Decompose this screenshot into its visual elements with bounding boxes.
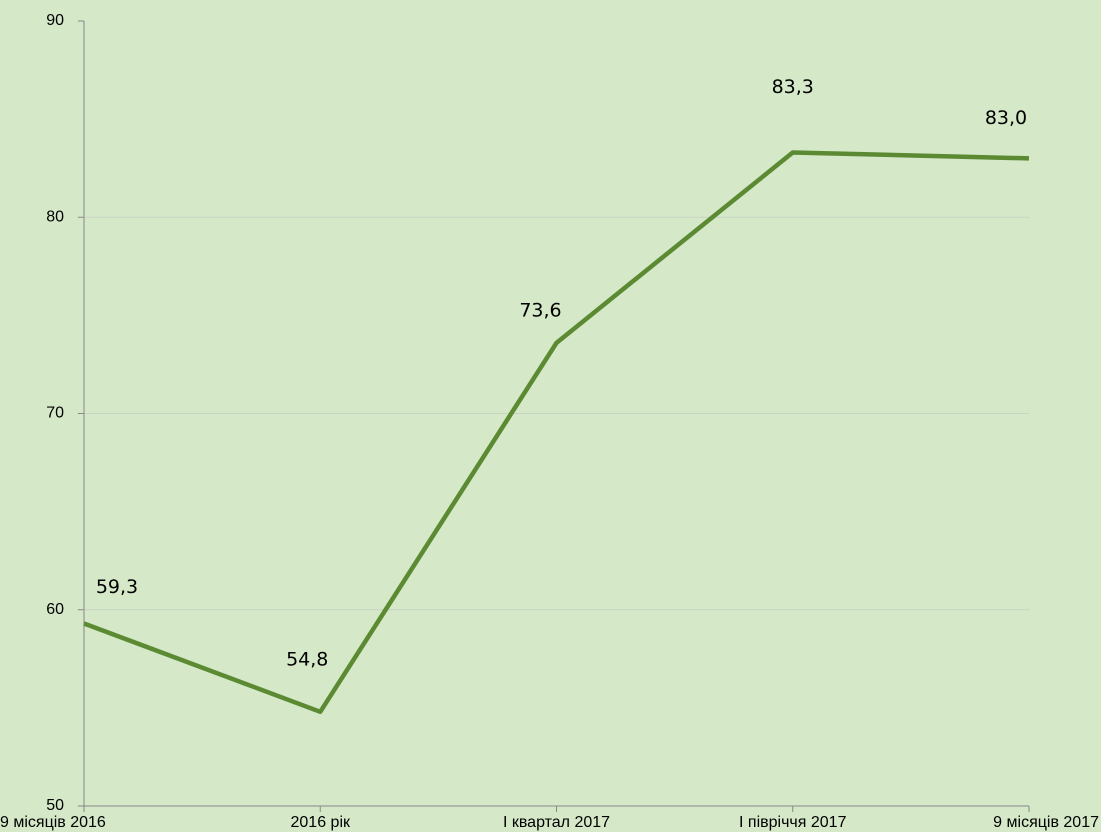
x-tick-label: І півріччя 2017: [739, 814, 847, 831]
data-label: 54,8: [286, 648, 328, 670]
y-tick-label: 80: [46, 208, 64, 225]
y-tick-label: 90: [46, 12, 64, 29]
data-label: 83,3: [772, 76, 814, 98]
x-tick-label: 9 місяців 2017: [993, 814, 1099, 831]
data-label: 73,6: [519, 299, 561, 321]
y-tick-label: 60: [46, 601, 64, 618]
y-tick-label: 50: [46, 797, 64, 814]
data-label: 83,0: [985, 107, 1027, 129]
data-label: 59,3: [96, 576, 138, 598]
y-tick-label: 70: [46, 405, 64, 422]
x-tick-label: 9 місяців 2016: [0, 814, 106, 831]
x-tick-label: 2016 рік: [291, 814, 351, 831]
line: [83, 150, 1030, 715]
x-tick-label: І квартал 2017: [503, 814, 610, 831]
